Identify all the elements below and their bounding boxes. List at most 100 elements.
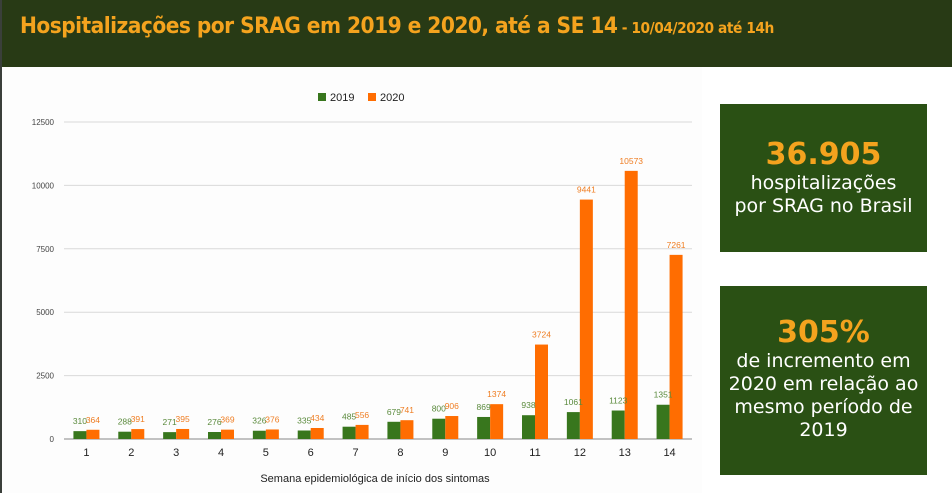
bar-2019 <box>566 412 580 439</box>
bar-2019 <box>297 430 311 439</box>
y-tick-label: 2500 <box>36 372 54 381</box>
bar-2020 <box>310 427 324 439</box>
legend-swatch-2019 <box>318 93 326 101</box>
data-label-2020: 369 <box>220 415 234 425</box>
data-label-2019: 276 <box>207 417 221 427</box>
data-label-2020: 364 <box>86 415 100 425</box>
bar-2020 <box>624 170 638 439</box>
y-axis-ticks: 0 2500 5000 7500 10000 12500 <box>32 118 55 444</box>
title-date: - 10/04/2020 até 14h <box>617 19 775 37</box>
x-tick-label: 1 <box>83 447 89 459</box>
x-tick-label: 14 <box>663 447 675 459</box>
stat-total-value: 36.905 <box>765 137 882 172</box>
page-title: Hospitalizações por SRAG em 2019 e 2020,… <box>20 14 774 39</box>
bar-2020 <box>445 416 459 439</box>
gridlines <box>64 121 692 440</box>
data-label-2020: 906 <box>445 401 459 411</box>
data-label-2020: 1374 <box>487 389 506 399</box>
bar-2020 <box>579 199 593 439</box>
data-label-2020: 395 <box>176 414 190 424</box>
data-label-2019: 800 <box>432 404 446 414</box>
data-label-2019: 1061 <box>564 397 583 407</box>
bar-2020 <box>131 429 145 439</box>
stat-increase-line: 2019 <box>799 419 848 441</box>
header: Hospitalizações por SRAG em 2019 e 2020,… <box>0 0 952 67</box>
stat-increase-line: mesmo período de <box>734 396 913 418</box>
bar-2019 <box>208 432 221 439</box>
bar-2020 <box>176 428 190 439</box>
data-label-2020: 741 <box>400 405 414 415</box>
stat-card-increase: 305% de incremento em 2020 em relação ao… <box>720 286 927 475</box>
legend: 2019 2020 <box>318 92 404 104</box>
chart-panel: 0 2500 5000 7500 10000 12500 310 364 288 391 271 3… <box>2 67 702 493</box>
stat-increase-value: 305% <box>777 315 870 350</box>
data-label-2019: 938 <box>521 400 535 410</box>
x-tick-label: 4 <box>218 447 224 459</box>
data-label-2019: 869 <box>477 402 491 412</box>
left-border <box>0 0 2 493</box>
stat-card-total: 36.905 hospitalizações por SRAG no Brasi… <box>720 104 927 252</box>
x-tick-label: 5 <box>263 447 269 459</box>
data-label-2020: 376 <box>265 414 279 424</box>
bar-2020 <box>490 404 504 439</box>
bar-2019 <box>118 431 132 439</box>
bar-2019 <box>73 431 87 439</box>
data-label-2020: 434 <box>310 413 324 423</box>
bar-2019 <box>611 410 625 439</box>
bar-2019 <box>432 418 446 439</box>
x-tick-label: 11 <box>529 447 540 459</box>
data-label-2020: 3724 <box>532 330 551 340</box>
x-axis-ticks: 1 2 3 4 5 6 7 8 9 10 11 12 13 14 <box>83 447 675 459</box>
bar-2020 <box>669 254 683 439</box>
bar-2019 <box>163 432 177 439</box>
x-tick-label: 6 <box>308 447 314 459</box>
x-tick-label: 8 <box>397 447 403 459</box>
bar-2019 <box>252 430 266 439</box>
data-label-2019: 288 <box>118 417 132 427</box>
y-tick-label: 0 <box>50 435 55 444</box>
data-label-2019: 679 <box>387 407 401 417</box>
stat-increase-line: 2020 em relação ao <box>728 373 919 395</box>
data-label-2019: 326 <box>252 416 266 426</box>
bar-2020 <box>221 429 234 439</box>
x-tick-label: 3 <box>173 447 179 459</box>
data-label-2020: 10573 <box>619 156 643 166</box>
title-main: Hospitalizações por SRAG em 2019 e 2020,… <box>20 14 618 39</box>
x-tick-label: 12 <box>574 447 586 459</box>
bar-2019 <box>387 421 401 439</box>
x-tick-label: 10 <box>484 447 496 459</box>
data-label-2020: 7261 <box>667 240 686 250</box>
data-label-2019: 335 <box>297 416 311 426</box>
bar-2020 <box>400 420 414 439</box>
data-label-2020: 556 <box>355 410 369 420</box>
x-tick-label: 9 <box>442 447 448 459</box>
bar-2019 <box>342 426 356 439</box>
bar-2020 <box>265 429 279 439</box>
bars <box>73 170 683 439</box>
bar-2020 <box>535 344 548 439</box>
legend-label-2019: 2019 <box>330 92 354 104</box>
x-tick-label: 2 <box>128 447 134 459</box>
y-tick-label: 12500 <box>32 118 55 127</box>
legend-swatch-2020 <box>368 93 376 101</box>
bar-2019 <box>477 416 491 439</box>
x-tick-label: 7 <box>353 447 359 459</box>
data-label-2019: 310 <box>73 416 87 426</box>
x-axis-label: Semana epidemiológica de início dos sint… <box>260 473 490 485</box>
data-label-2019: 271 <box>163 417 177 427</box>
stat-increase-line: de incremento em <box>736 350 911 372</box>
bar-2020 <box>355 424 369 439</box>
x-tick-label: 13 <box>619 447 631 459</box>
bar-2020 <box>86 429 100 439</box>
data-label-2020: 391 <box>131 414 145 424</box>
legend-label-2020: 2020 <box>380 92 404 104</box>
data-label-2019: 1123 <box>609 396 628 406</box>
data-label-2020: 9441 <box>577 185 596 195</box>
data-label-2019: 1351 <box>654 390 673 400</box>
y-tick-label: 10000 <box>32 181 55 190</box>
stat-total-line: hospitalizações <box>750 172 897 194</box>
bar-2019 <box>522 415 535 439</box>
y-tick-label: 7500 <box>36 245 54 254</box>
